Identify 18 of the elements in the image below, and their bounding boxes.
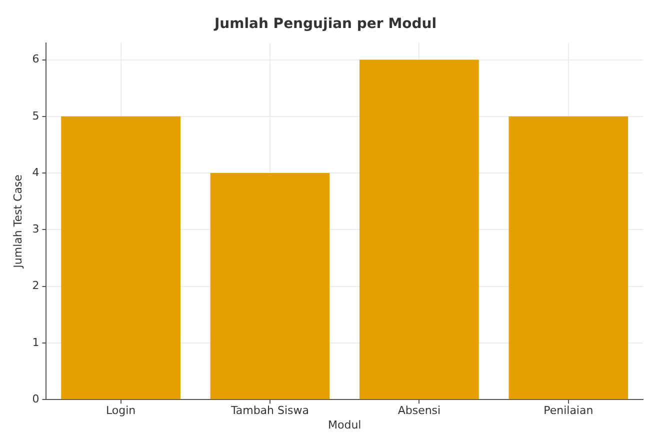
y-tick-label: 2	[32, 279, 40, 292]
y-axis-title: Jumlah Test Case	[11, 174, 24, 269]
bar	[210, 173, 330, 400]
y-tick-label: 6	[32, 52, 40, 66]
x-tick-label: Login	[106, 404, 136, 418]
y-tick-label: 0	[32, 392, 40, 406]
y-tick-label: 5	[32, 109, 40, 122]
y-tick-label: 4	[32, 166, 40, 179]
chart-title: Jumlah Pengujian per Modul	[213, 16, 437, 32]
bar	[61, 116, 180, 400]
bar	[508, 116, 628, 400]
x-tick-label: Absensi	[398, 404, 441, 418]
x-tick-label: Penilaian	[544, 404, 594, 418]
y-tick-label: 1	[32, 336, 40, 349]
bar	[360, 60, 479, 400]
x-tick-label: Tambah Siswa	[230, 404, 310, 418]
y-tick-label: 3	[32, 222, 40, 236]
x-axis-title: Modul	[328, 418, 362, 432]
